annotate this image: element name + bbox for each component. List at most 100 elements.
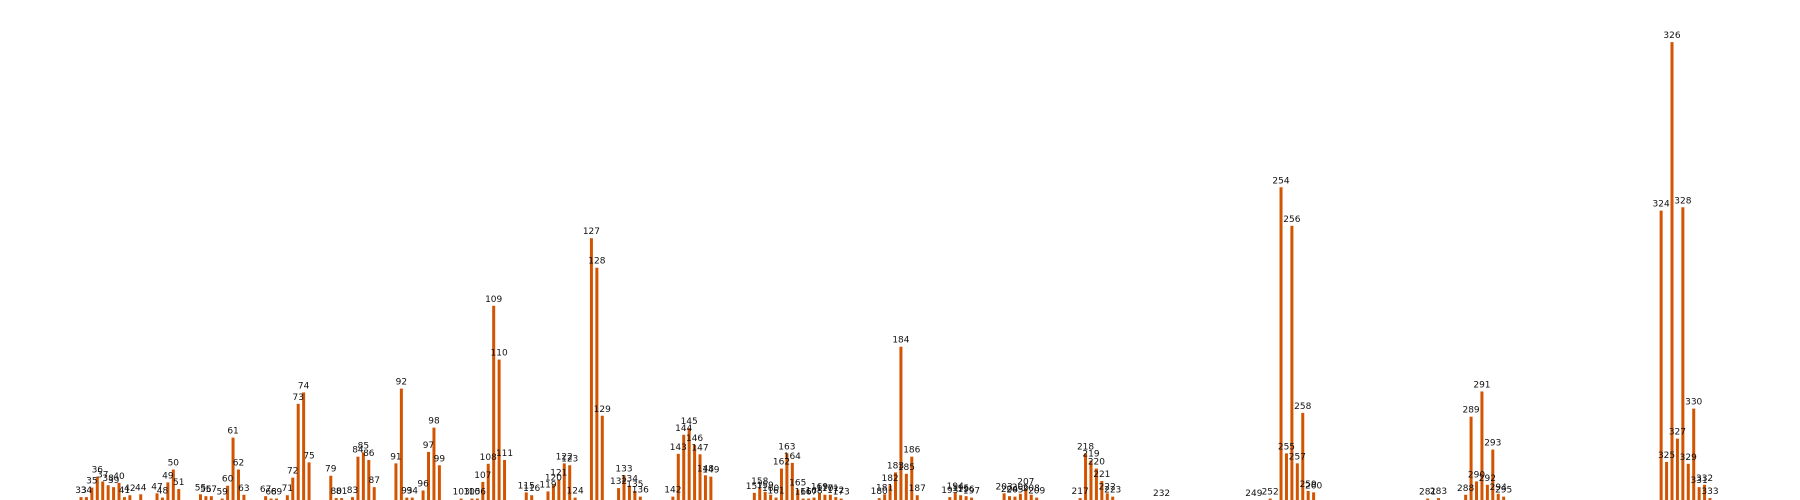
bar-333 [1708,498,1712,500]
bar-label-124: 124 [567,487,584,497]
bar-109 [492,305,496,500]
bar-label-180: 180 [871,487,888,497]
bar-label-281: 281 [1419,488,1436,498]
bar-122 [562,463,566,500]
bar-169 [817,493,821,500]
bar-label-85: 85 [358,441,369,451]
bar-label-149: 149 [702,466,719,476]
bar-label-142: 142 [664,486,681,496]
bar-label-194: 194 [947,482,964,492]
bar-195 [959,495,963,500]
bar-332 [1703,484,1707,500]
bar-label-295: 295 [1495,486,1512,496]
bar-290 [1475,481,1479,500]
bar-170 [823,494,827,500]
bar-label-86: 86 [363,449,375,459]
bar-label-38: 38 [102,474,114,484]
bar-label-181: 181 [876,483,893,493]
bar-label-158: 158 [751,477,768,487]
bar-220 [1094,468,1098,500]
bar-label-132: 132 [610,477,627,487]
bar-label-169: 169 [811,482,828,492]
bar-185 [904,473,908,500]
bar-label-162: 162 [773,458,790,468]
bar-168 [812,497,816,500]
bar-label-42: 42 [124,484,135,494]
bar-label-116: 116 [523,484,540,494]
bar-label-207: 207 [1017,478,1034,488]
bar-128 [595,267,599,500]
bar-label-119: 119 [539,480,556,490]
bar-label-324: 324 [1653,200,1670,210]
bar-label-197: 197 [963,487,980,497]
bar-label-109: 109 [485,295,502,305]
bar-221 [1100,480,1104,500]
bar-129 [600,415,604,500]
bar-39 [112,487,116,500]
bar-67 [264,496,268,500]
bar-label-93: 93 [401,487,412,497]
bar-85 [361,452,365,500]
bar-72 [291,477,295,500]
bar-288 [1464,494,1468,500]
bar-label-106: 106 [469,488,486,498]
bar-label-218: 218 [1077,442,1094,452]
bar-label-94: 94 [407,487,419,497]
bar-252 [1268,498,1272,500]
bar-135 [633,490,637,500]
bar-84 [356,456,360,500]
bar-label-328: 328 [1674,196,1691,206]
bar-180 [877,498,881,500]
bar-145 [687,428,691,500]
bar-144 [682,434,686,500]
bar-94 [410,497,414,500]
bar-162 [779,468,783,500]
bar-label-209: 209 [1028,487,1045,497]
bar-label-292: 292 [1479,474,1496,484]
bar-203 [1002,493,1006,500]
bar-label-49: 49 [162,471,174,481]
bar-327 [1675,438,1679,500]
bar-label-36: 36 [92,466,104,476]
bar-label-196: 196 [957,485,974,495]
bar-label-329: 329 [1680,453,1697,463]
bar-label-129: 129 [594,405,611,415]
bar-108 [486,463,490,500]
bar-label-44: 44 [135,483,147,493]
bar-111 [503,460,507,500]
bar-56 [204,496,208,500]
bar-label-127: 127 [583,227,600,237]
bar-label-164: 164 [784,452,801,462]
bar-143 [676,453,680,500]
bar-label-184: 184 [892,336,909,346]
bar-289 [1469,416,1473,500]
bar-47 [155,493,159,500]
bar-96 [421,490,425,500]
bar-166 [801,498,805,500]
bar-103 [459,498,463,500]
bar-label-325: 325 [1658,451,1675,461]
bar-label-289: 289 [1462,406,1479,416]
bar-label-163: 163 [778,442,795,452]
bar-label-128: 128 [588,257,605,267]
bar-38 [106,485,110,500]
bar-51 [177,489,181,500]
bar-40 [117,482,121,500]
bar-label-69: 69 [271,488,283,498]
bar-34 [84,497,88,500]
bar-92 [399,388,403,500]
bar-label-171: 171 [822,484,839,494]
bar-label-67: 67 [260,485,271,495]
bar-291 [1480,391,1484,500]
bar-87 [372,487,376,500]
bar-80 [334,498,338,500]
bar-110 [497,359,501,500]
bar-295 [1502,496,1506,500]
bar-256 [1290,225,1294,500]
bar-79 [329,475,333,500]
bar-294 [1496,493,1500,500]
bar-187 [915,495,919,500]
bar-206 [1018,493,1022,500]
